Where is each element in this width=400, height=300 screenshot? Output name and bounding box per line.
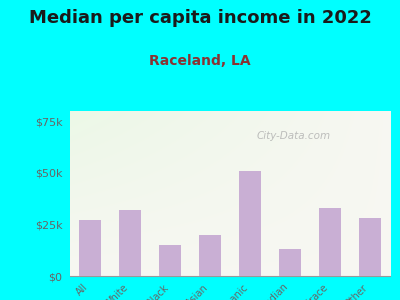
Bar [79, 220, 101, 276]
Bar [359, 218, 381, 276]
Bar [279, 249, 301, 276]
Text: Median per capita income in 2022: Median per capita income in 2022 [28, 9, 372, 27]
Text: City-Data.com: City-Data.com [257, 131, 331, 141]
Text: Raceland, LA: Raceland, LA [149, 54, 251, 68]
Bar [199, 235, 221, 276]
Bar [239, 171, 261, 276]
Bar [319, 208, 341, 276]
Bar [159, 245, 181, 276]
Bar [119, 210, 141, 276]
